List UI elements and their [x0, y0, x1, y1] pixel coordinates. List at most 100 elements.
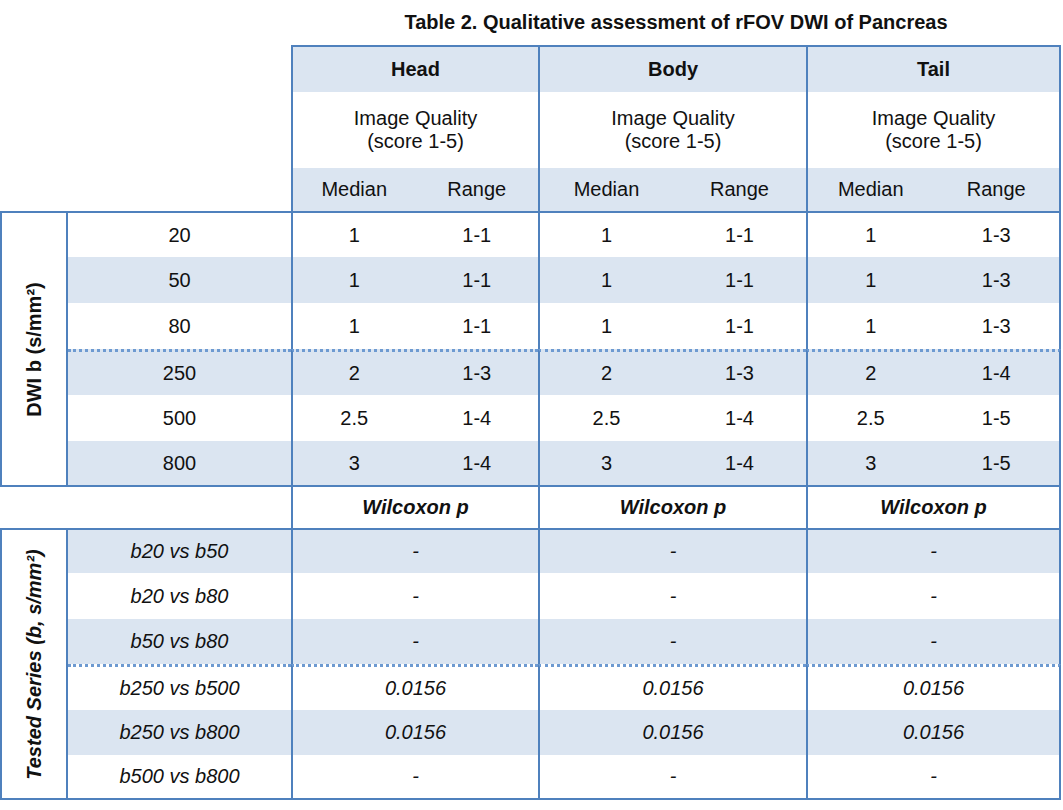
- median-value: 2: [808, 362, 934, 385]
- range-value: 1-1: [416, 224, 539, 247]
- pvalue-cell-body: 0.0156: [538, 710, 806, 755]
- range-value: 1-4: [416, 407, 539, 430]
- range-value: 1-5: [934, 452, 1060, 475]
- subheader-line2: (score 1-5): [885, 130, 982, 153]
- dwi-cell-tail: 1 1-3: [806, 303, 1061, 349]
- dwi-cell-tail: 3 1-5: [806, 441, 1061, 487]
- dwi-cell-head: 2.5 1-4: [291, 395, 538, 441]
- median-value: 1: [293, 269, 416, 292]
- median-value: 2: [293, 362, 416, 385]
- dwi-row-label: 80: [68, 303, 291, 349]
- subheader-image-quality-head: Image Quality (score 1-5): [291, 92, 538, 168]
- dwi-cell-tail: 1 1-3: [806, 211, 1061, 257]
- pvalue-cell-tail: -: [806, 619, 1061, 664]
- range-value: 1-4: [934, 362, 1060, 385]
- range-value: 1-1: [416, 315, 539, 338]
- median-value: 2.5: [540, 407, 673, 430]
- median-value: 1: [808, 269, 934, 292]
- tested-row-label: b250 vs b800: [68, 710, 291, 755]
- median-value: 2: [540, 362, 673, 385]
- median-value: 3: [540, 452, 673, 475]
- pvalue-cell-body: -: [538, 528, 806, 573]
- subheader-line2: (score 1-5): [625, 130, 722, 153]
- range-col-header: Range: [934, 178, 1060, 201]
- median-col-header: Median: [293, 178, 416, 201]
- dwi-cell-head: 2 1-3: [291, 349, 538, 395]
- stat-cols-body: Median Range: [538, 168, 806, 211]
- tested-row-label: b20 vs b80: [68, 573, 291, 618]
- median-value: 1: [540, 269, 673, 292]
- tested-row-label: b500 vs b800: [68, 755, 291, 800]
- column-group-tail: Tail: [806, 45, 1061, 92]
- pvalue-cell-body: -: [538, 755, 806, 800]
- pvalue-cell-head: -: [291, 619, 538, 664]
- wilcoxon-header-head: Wilcoxon p: [291, 487, 538, 528]
- range-value: 1-4: [673, 407, 806, 430]
- range-col-header: Range: [673, 178, 806, 201]
- pvalue-cell-head: 0.0156: [291, 664, 538, 709]
- range-value: 1-4: [673, 452, 806, 475]
- range-col-header: Range: [416, 178, 539, 201]
- stat-cols-tail: Median Range: [806, 168, 1061, 211]
- median-col-header: Median: [808, 178, 934, 201]
- pvalue-cell-head: -: [291, 528, 538, 573]
- median-value: 2.5: [293, 407, 416, 430]
- subheader-line1: Image Quality: [872, 107, 995, 130]
- dwi-cell-tail: 2.5 1-5: [806, 395, 1061, 441]
- tested-series-axis-label: Tested Series (b, s/mm²): [23, 549, 46, 779]
- pvalue-cell-head: 0.0156: [291, 710, 538, 755]
- tested-series-axis-label-box: Tested Series (b, s/mm²): [0, 528, 68, 800]
- column-group-head: Head: [291, 45, 538, 92]
- pvalue-cell-tail: 0.0156: [806, 664, 1061, 709]
- dwi-cell-tail: 1 1-3: [806, 257, 1061, 303]
- range-value: 1-3: [673, 362, 806, 385]
- dwi-cell-head: 1 1-1: [291, 211, 538, 257]
- subheader-line1: Image Quality: [354, 107, 477, 130]
- median-value: 3: [293, 452, 416, 475]
- dwi-row-label: 20: [68, 211, 291, 257]
- pvalue-cell-tail: -: [806, 528, 1061, 573]
- range-value: 1-3: [416, 362, 539, 385]
- dwi-cell-body: 1 1-1: [538, 303, 806, 349]
- dwi-cell-tail: 2 1-4: [806, 349, 1061, 395]
- wilcoxon-header-tail: Wilcoxon p: [806, 487, 1061, 528]
- range-value: 1-1: [673, 224, 806, 247]
- range-value: 1-5: [934, 407, 1060, 430]
- dwi-cell-body: 3 1-4: [538, 441, 806, 487]
- range-value: 1-3: [934, 224, 1060, 247]
- pvalue-cell-body: -: [538, 573, 806, 618]
- dwi-cell-head: 3 1-4: [291, 441, 538, 487]
- median-value: 1: [808, 224, 934, 247]
- dwi-cell-body: 2.5 1-4: [538, 395, 806, 441]
- range-value: 1-1: [673, 269, 806, 292]
- pvalue-cell-tail: -: [806, 755, 1061, 800]
- dwi-cell-body: 2 1-3: [538, 349, 806, 395]
- tested-row-label: b250 vs b500: [68, 664, 291, 709]
- range-value: 1-1: [416, 269, 539, 292]
- dwi-row-label: 250: [68, 349, 291, 395]
- pvalue-cell-head: -: [291, 755, 538, 800]
- median-value: 1: [540, 224, 673, 247]
- dwi-axis-label: DWI b (s/mm²): [23, 282, 46, 416]
- median-value: 1: [540, 315, 673, 338]
- dwi-row-label: 500: [68, 395, 291, 441]
- table2-figure: Table 2. Qualitative assessment of rFOV …: [0, 0, 1063, 810]
- table-title: Table 2. Qualitative assessment of rFOV …: [291, 0, 1061, 45]
- median-value: 1: [293, 315, 416, 338]
- range-value: 1-1: [673, 315, 806, 338]
- pvalue-cell-tail: 0.0156: [806, 710, 1061, 755]
- pvalue-cell-tail: -: [806, 573, 1061, 618]
- dwi-cell-head: 1 1-1: [291, 257, 538, 303]
- dwi-axis-label-box: DWI b (s/mm²): [0, 211, 68, 487]
- pvalue-cell-body: -: [538, 619, 806, 664]
- column-group-body: Body: [538, 45, 806, 92]
- tested-row-label: b20 vs b50: [68, 528, 291, 573]
- median-col-header: Median: [540, 178, 673, 201]
- subheader-image-quality-body: Image Quality (score 1-5): [538, 92, 806, 168]
- dwi-cell-head: 1 1-1: [291, 303, 538, 349]
- pvalue-cell-body: 0.0156: [538, 664, 806, 709]
- median-value: 3: [808, 452, 934, 475]
- dwi-cell-body: 1 1-1: [538, 257, 806, 303]
- median-value: 1: [808, 315, 934, 338]
- subheader-line1: Image Quality: [611, 107, 734, 130]
